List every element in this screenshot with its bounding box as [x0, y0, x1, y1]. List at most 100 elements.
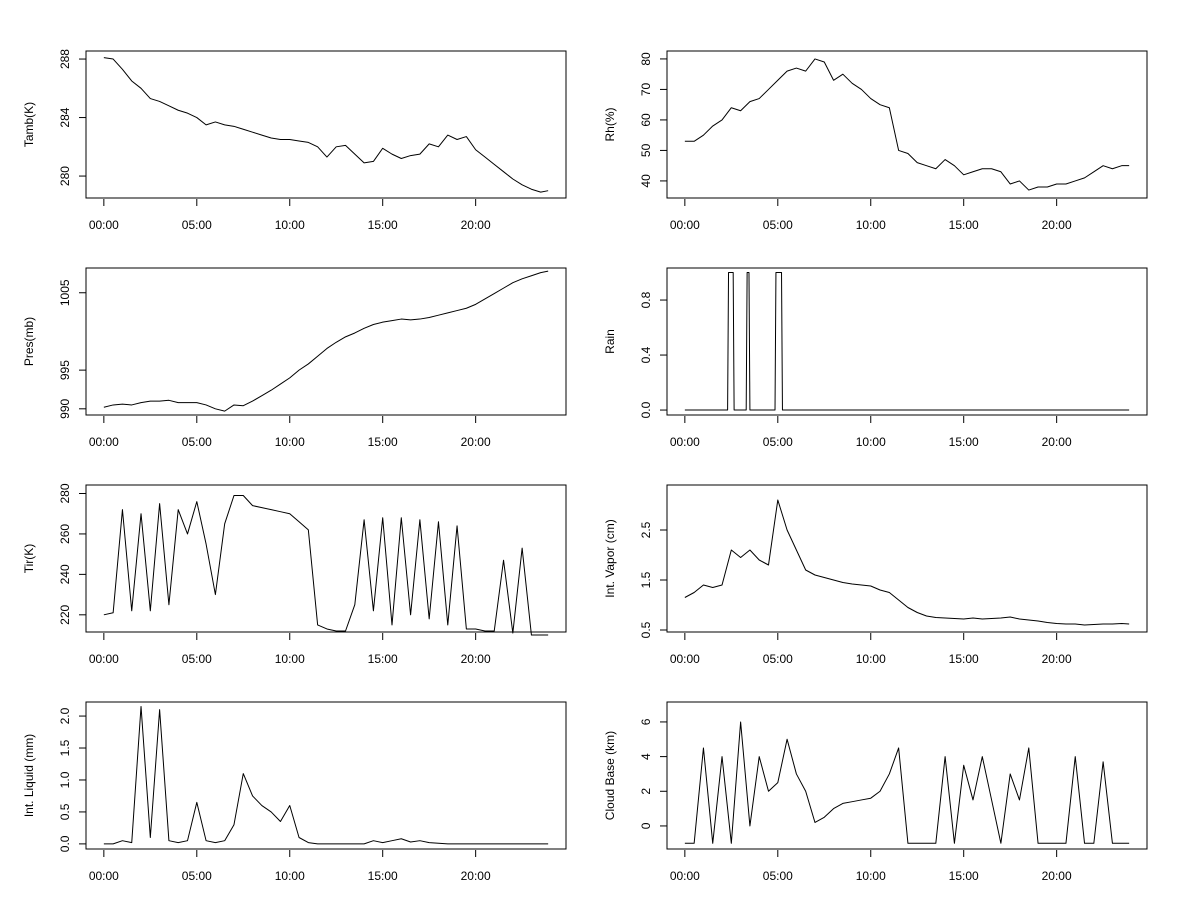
y-axis-label: Cloud Base (km)	[603, 731, 617, 820]
y-tick-label: 240	[58, 564, 72, 584]
plot-frame	[666, 50, 1148, 199]
data-line	[103, 270, 549, 412]
x-tick-label: 05:00	[182, 218, 212, 232]
y-tick-label: 40	[639, 174, 653, 188]
y-axis-label: Rain	[603, 329, 617, 354]
data-line	[684, 499, 1130, 626]
y-tick-label: 990	[58, 398, 72, 418]
y-tick-label: 0.5	[639, 621, 653, 638]
x-tick-label: 15:00	[949, 218, 979, 232]
x-tick-label: 00:00	[89, 652, 119, 666]
plot-frame	[85, 267, 567, 416]
x-tick-label: 05:00	[182, 869, 212, 883]
plot-frame	[85, 701, 567, 850]
x-tick-label: 05:00	[763, 869, 793, 883]
data-line	[684, 721, 1130, 844]
data-line	[103, 57, 549, 193]
data-line	[684, 58, 1130, 191]
x-tick-label: 20:00	[461, 435, 491, 449]
y-tick-label: 0.8	[639, 291, 653, 308]
y-axis-label: Pres(mb)	[22, 317, 36, 366]
x-tick-label: 10:00	[856, 869, 886, 883]
x-tick-label: 05:00	[182, 435, 212, 449]
x-tick-label: 20:00	[1042, 435, 1072, 449]
plot-frame	[85, 50, 567, 199]
x-tick-label: 10:00	[275, 652, 305, 666]
x-tick-label: 15:00	[368, 869, 398, 883]
panel: 00:00 05:00 10:00 15:00 20:00 0.5 1.5 2.5 Int. V…	[603, 484, 1148, 666]
panel: 00:00 05:00 10:00 15:00 20:00 220 240 260 280 Tir…	[22, 483, 567, 666]
x-tick-label: 05:00	[763, 218, 793, 232]
x-tick-label: 00:00	[89, 435, 119, 449]
x-tick-label: 20:00	[461, 218, 491, 232]
x-tick-label: 20:00	[461, 869, 491, 883]
x-tick-label: 00:00	[670, 869, 700, 883]
y-tick-label: 6	[639, 718, 653, 725]
panel: 00:00 05:00 10:00 15:00 20:00 40 50 60 70 80 Rh(%)	[603, 50, 1148, 232]
x-tick-label: 15:00	[368, 652, 398, 666]
data-line	[103, 705, 549, 845]
x-tick-label: 00:00	[89, 869, 119, 883]
y-tick-label: 70	[639, 82, 653, 96]
y-axis-label: Tir(K)	[22, 544, 36, 574]
x-tick-label: 00:00	[89, 218, 119, 232]
y-tick-label: 220	[58, 604, 72, 624]
y-tick-label: 4	[639, 753, 653, 760]
x-tick-label: 10:00	[275, 218, 305, 232]
plot-frame	[85, 484, 567, 633]
data-line	[684, 272, 1130, 411]
x-tick-label: 10:00	[856, 218, 886, 232]
x-tick-label: 15:00	[368, 435, 398, 449]
y-tick-label: 1005	[58, 279, 72, 306]
x-tick-label: 20:00	[1042, 869, 1072, 883]
x-tick-label: 10:00	[856, 652, 886, 666]
data-line	[103, 495, 549, 636]
x-tick-label: 15:00	[368, 218, 398, 232]
x-tick-label: 20:00	[461, 652, 491, 666]
y-tick-label: 288	[58, 49, 72, 69]
x-tick-label: 20:00	[1042, 218, 1072, 232]
x-tick-label: 15:00	[949, 652, 979, 666]
y-tick-label: 0.0	[58, 835, 72, 852]
x-tick-label: 05:00	[763, 435, 793, 449]
y-tick-label: 2.0	[58, 707, 72, 724]
plot-frame	[666, 701, 1148, 850]
x-tick-label: 00:00	[670, 652, 700, 666]
y-tick-label: 2.5	[639, 521, 653, 538]
y-tick-label: 0	[639, 822, 653, 829]
panel: 00:00 05:00 10:00 15:00 20:00 0.0 0.4 0.8 Rain	[603, 267, 1148, 449]
x-tick-label: 15:00	[949, 869, 979, 883]
y-tick-label: 280	[58, 166, 72, 186]
x-tick-label: 00:00	[670, 218, 700, 232]
y-tick-label: 80	[639, 52, 653, 66]
x-tick-label: 05:00	[182, 652, 212, 666]
y-axis-label: Int. Liquid (mm)	[22, 734, 36, 817]
y-tick-label: 60	[639, 113, 653, 127]
y-tick-label: 995	[58, 360, 72, 380]
y-axis-label: Tamb(K)	[22, 102, 36, 147]
y-tick-label: 260	[58, 524, 72, 544]
x-tick-label: 20:00	[1042, 652, 1072, 666]
y-tick-label: 280	[58, 483, 72, 503]
y-tick-label: 2	[639, 788, 653, 795]
x-tick-label: 15:00	[949, 435, 979, 449]
y-tick-label: 50	[639, 143, 653, 157]
y-tick-label: 1.5	[58, 739, 72, 756]
x-tick-label: 10:00	[275, 869, 305, 883]
y-axis-label: Rh(%)	[603, 107, 617, 141]
y-tick-label: 1.0	[58, 771, 72, 788]
plot-frame	[666, 484, 1148, 633]
y-tick-label: 284	[58, 107, 72, 127]
y-tick-label: 0.4	[639, 346, 653, 363]
x-tick-label: 10:00	[856, 435, 886, 449]
panel: 00:00 05:00 10:00 15:00 20:00 0.0 0.5 1.0 1.5 2.0…	[22, 701, 567, 883]
y-tick-label: 0.0	[639, 401, 653, 418]
x-tick-label: 05:00	[763, 652, 793, 666]
plot-frame	[666, 267, 1148, 416]
x-tick-label: 00:00	[670, 435, 700, 449]
y-tick-label: 0.5	[58, 803, 72, 820]
x-tick-label: 10:00	[275, 435, 305, 449]
panel: 00:00 05:00 10:00 15:00 20:00 280 284 288 Tamb(K…	[22, 49, 567, 232]
panel: 00:00 05:00 10:00 15:00 20:00 990 995 1005 Pres(…	[22, 267, 567, 449]
